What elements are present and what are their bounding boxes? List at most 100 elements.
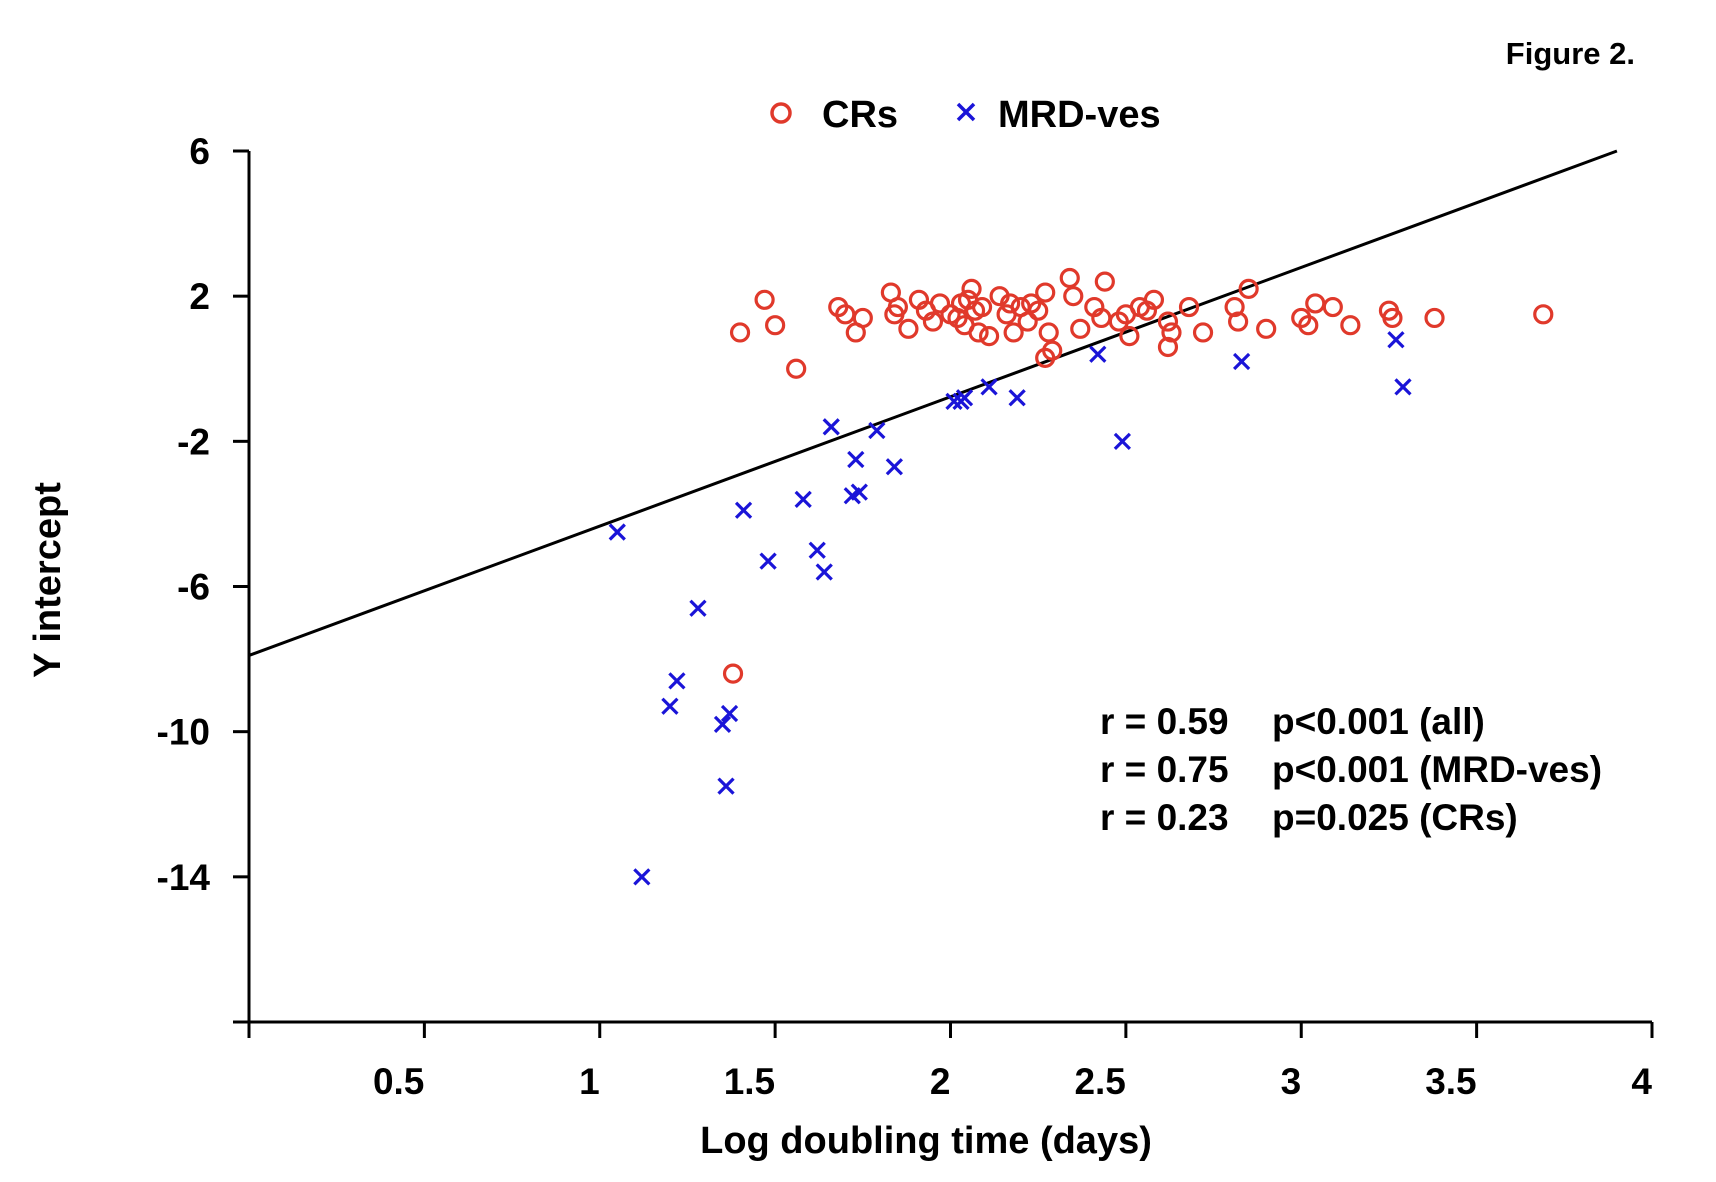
data-point-mrd-ves	[689, 599, 707, 617]
axes	[233, 151, 1652, 1030]
data-point-crs	[961, 278, 982, 300]
data-point-crs	[729, 322, 751, 343]
data-point-crs	[1157, 336, 1179, 358]
data-point-mrd-ves	[608, 523, 626, 541]
data-point-crs	[1094, 271, 1115, 292]
data-point-mrd-ves	[661, 697, 679, 715]
data-point-crs	[786, 358, 807, 379]
data-point-mrd-ves	[945, 392, 963, 411]
stat-r-mrd: r = 0.75	[1100, 749, 1229, 790]
data-point-crs	[1178, 296, 1200, 318]
data-point-crs	[1192, 322, 1214, 343]
stats-annotations: r = 0.59 p<0.001 (all) r = 0.75 p<0.001 …	[1100, 701, 1602, 838]
data-point-mrd-ves	[713, 715, 732, 734]
stat-r-all: r = 0.59	[1100, 701, 1229, 742]
data-point-mrd-ves	[850, 483, 868, 501]
data-point-crs	[1533, 304, 1554, 325]
x-tick-label: 3	[1281, 1061, 1302, 1102]
data-point-crs	[1059, 267, 1080, 289]
data-point-mrd-ves	[980, 378, 998, 396]
data-point-mrd-ves	[885, 458, 904, 476]
data-point-crs	[968, 322, 989, 343]
data-point-crs	[765, 315, 786, 336]
data-point-crs	[1035, 347, 1056, 368]
data-point-crs	[1305, 293, 1326, 314]
regression-line-group	[248, 149, 1618, 657]
regression-line	[248, 149, 1618, 657]
data-point-crs	[1298, 315, 1319, 336]
y-tick-label: -6	[177, 567, 210, 608]
y-tick-label: 2	[189, 276, 210, 317]
data-point-crs	[1063, 286, 1084, 307]
data-point-mrd-ves	[668, 672, 686, 690]
data-point-crs	[1035, 282, 1056, 303]
data-point-crs	[1256, 318, 1277, 339]
y-tick-label: 6	[189, 131, 210, 172]
data-point-mrd-ves	[734, 501, 753, 519]
x-tick-label: 0.5	[373, 1061, 424, 1102]
data-point-crs	[1003, 322, 1024, 343]
data-point-crs	[922, 311, 944, 332]
x-axis-title: Log doubling time (days)	[700, 1120, 1152, 1162]
y-tick-label: -2	[177, 421, 210, 462]
x-tick-label: 1.5	[724, 1061, 775, 1102]
data-point-mrd-ves	[717, 777, 735, 795]
data-point-mrd-ves	[1089, 345, 1107, 363]
data-point-crs	[1340, 315, 1361, 336]
data-point-mrd-ves	[808, 541, 826, 559]
x-tick-label: 1	[579, 1061, 600, 1102]
data-point-mrd-ves	[1113, 432, 1131, 450]
legend: CRs MRD-ves	[770, 94, 1161, 136]
data-point-crs	[978, 325, 1000, 347]
x-tick-label: 4	[1631, 1061, 1652, 1102]
stat-p-mrd: p<0.001 (MRD-ves)	[1272, 749, 1602, 790]
stat-p-all: p<0.001 (all)	[1272, 701, 1485, 742]
data-point-crs	[1322, 296, 1343, 318]
legend-label-mrd-ves: MRD-ves	[998, 94, 1161, 136]
x-tick-label: 3.5	[1425, 1061, 1476, 1102]
data-point-crs	[1028, 300, 1049, 321]
data-point-crs	[1238, 278, 1259, 300]
data-point-mrd-ves	[822, 418, 840, 436]
data-point-crs	[1143, 289, 1165, 310]
stat-p-crs: p=0.025 (CRs)	[1272, 797, 1518, 838]
series-mrd-ves	[608, 331, 1412, 886]
legend-marker-crs	[770, 102, 792, 124]
data-point-mrd-ves	[1008, 389, 1026, 407]
data-point-crs	[754, 289, 775, 310]
data-point-mrd-ves	[1387, 331, 1405, 349]
data-point-mrd-ves	[720, 704, 739, 723]
data-point-crs	[722, 663, 744, 684]
data-point-mrd-ves	[1232, 352, 1251, 371]
stat-r-crs: r = 0.23	[1100, 797, 1229, 838]
legend-marker-mrd-ves	[956, 102, 976, 122]
data-point-crs	[1382, 307, 1403, 329]
data-point-crs	[1119, 325, 1140, 347]
data-point-crs	[1424, 307, 1445, 329]
data-point-crs	[1038, 322, 1059, 343]
data-point-mrd-ves	[759, 552, 777, 570]
y-tick-label: -14	[157, 857, 211, 898]
data-points	[608, 267, 1554, 886]
data-point-crs	[1228, 311, 1249, 332]
figure-label: Figure 2.	[1506, 36, 1635, 71]
data-point-crs	[1157, 311, 1179, 332]
data-point-mrd-ves	[847, 450, 865, 469]
y-axis-title: Y intercept	[27, 482, 69, 678]
data-point-crs	[971, 296, 993, 318]
series-crs	[722, 267, 1554, 684]
data-point-crs	[898, 318, 919, 339]
data-point-mrd-ves	[815, 563, 833, 581]
data-point-crs	[852, 307, 873, 329]
data-point-crs	[1000, 293, 1021, 314]
x-tick-label: 2	[930, 1061, 951, 1102]
legend-label-crs: CRs	[822, 94, 898, 136]
data-point-crs	[1017, 311, 1038, 332]
ticks: 0.5 1 1.5 2 2.5 3 3.5 4 -14 -10 -6 -2 2 6	[157, 131, 1654, 1102]
data-point-mrd-ves	[1394, 378, 1412, 396]
y-tick-label: -10	[157, 712, 210, 753]
data-point-mrd-ves	[794, 490, 812, 509]
data-point-mrd-ves	[633, 868, 651, 886]
data-point-crs	[1070, 318, 1091, 339]
